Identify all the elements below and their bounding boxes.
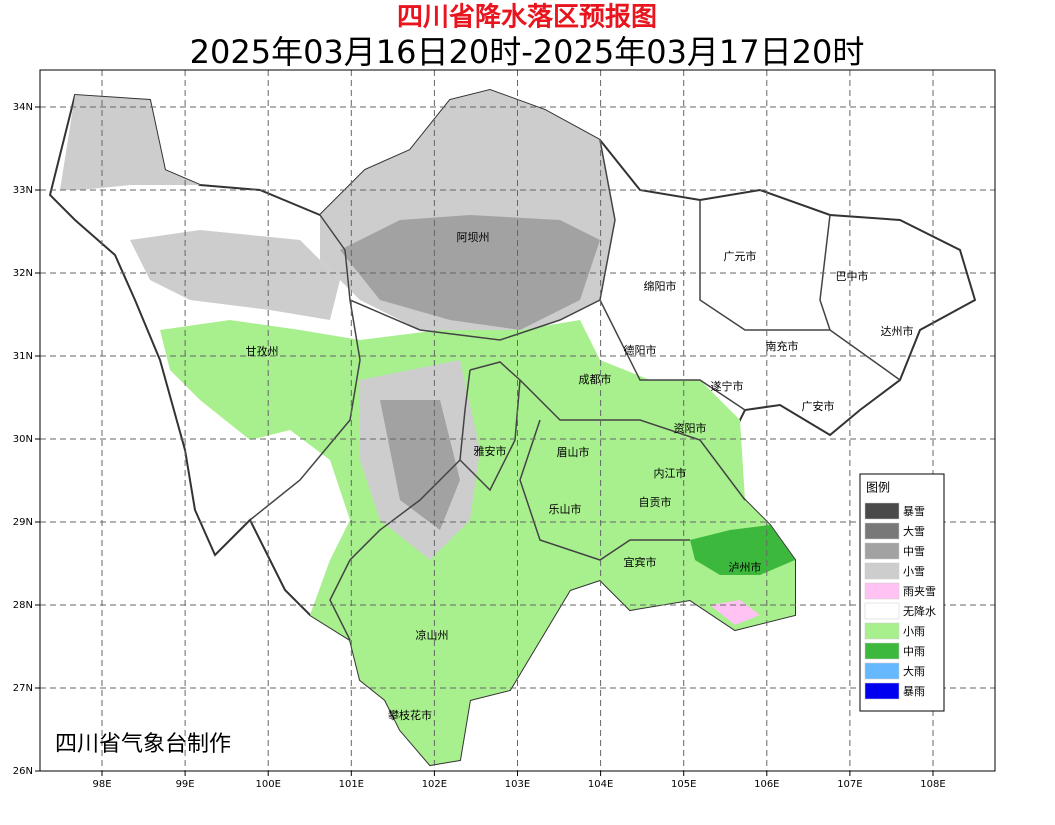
legend-swatch (864, 502, 900, 520)
x-tick-label: 103E (505, 779, 530, 790)
region-label: 南充市 (766, 339, 799, 353)
region-label: 阿坝州 (457, 230, 490, 244)
region-label: 遂宁市 (711, 379, 744, 393)
region-label: 凉山州 (416, 628, 449, 642)
region-label: 内江市 (654, 466, 687, 480)
x-tick-label: 101E (339, 779, 364, 790)
x-tick-label: 98E (92, 779, 111, 790)
legend-label: 大雨 (903, 664, 925, 678)
x-tick-label: 102E (422, 779, 447, 790)
legend-label: 中雨 (903, 645, 925, 658)
region-label: 泸州市 (729, 560, 762, 574)
legend-swatch (864, 662, 900, 680)
region-label: 成都市 (579, 372, 612, 386)
region-label: 乐山市 (549, 502, 582, 516)
legend-label: 无降水 (903, 604, 936, 618)
y-tick-label: 32N (13, 268, 33, 279)
y-tick-label: 26N (13, 766, 33, 777)
region-label: 自贡市 (639, 495, 672, 509)
region-label: 广安市 (802, 399, 835, 413)
x-tick-label: 107E (837, 779, 862, 790)
legend-swatch (864, 522, 900, 540)
region-label: 巴中市 (836, 269, 869, 283)
region-borders (249, 139, 901, 641)
grid (35, 70, 995, 776)
y-tick-label: 31N (13, 351, 33, 362)
legend-title: 图例 (866, 481, 890, 495)
x-tick-label: 105E (671, 779, 696, 790)
region-label: 达州市 (881, 324, 914, 338)
region-label: 眉山市 (557, 445, 590, 459)
x-tick-label: 108E (920, 779, 945, 790)
y-tick-label: 27N (13, 683, 33, 694)
legend-swatch (864, 582, 900, 600)
province (48, 88, 977, 767)
title: 四川省降水落区预报图 (397, 2, 657, 33)
region-label: 甘孜州 (246, 344, 279, 358)
region-label: 广元市 (724, 249, 757, 263)
x-tick-label: 104E (588, 779, 613, 790)
legend-label: 小雨 (903, 625, 925, 638)
region-label: 雅安市 (474, 444, 507, 458)
x-tick-label: 106E (754, 779, 779, 790)
y-tick-label: 34N (13, 102, 33, 113)
x-tick-label: 99E (176, 779, 195, 790)
subtitle: 2025年03月16日20时-2025年03月17日20时 (190, 33, 865, 71)
x-tick-label: 100E (255, 779, 280, 790)
legend-label: 雨夹雪 (903, 585, 936, 598)
frame (39, 69, 996, 772)
legend-label: 大雪 (903, 524, 925, 538)
legend-swatch (864, 542, 900, 560)
legend-swatch (864, 562, 900, 580)
legend-label: 小雪 (903, 565, 925, 578)
region-label: 德阳市 (624, 343, 657, 357)
legend-swatch (864, 642, 900, 660)
y-tick-label: 30N (13, 434, 33, 445)
y-tick-label: 28N (13, 600, 33, 611)
legend-swatch (864, 622, 900, 640)
y-tick-label: 29N (13, 517, 33, 528)
legend-label: 中雪 (903, 545, 925, 558)
y-tick-label: 33N (13, 185, 33, 196)
legend-label: 暴雪 (903, 505, 925, 518)
legend-swatch (864, 682, 900, 700)
region-label: 攀枝花市 (388, 708, 432, 722)
region-label: 绵阳市 (644, 279, 677, 293)
region-label: 资阳市 (674, 421, 707, 435)
legend-label: 暴雨 (903, 685, 925, 698)
credit: 四川省气象台制作 (55, 732, 231, 757)
region-label: 宜宾市 (624, 555, 657, 569)
legend-swatch (864, 602, 900, 620)
